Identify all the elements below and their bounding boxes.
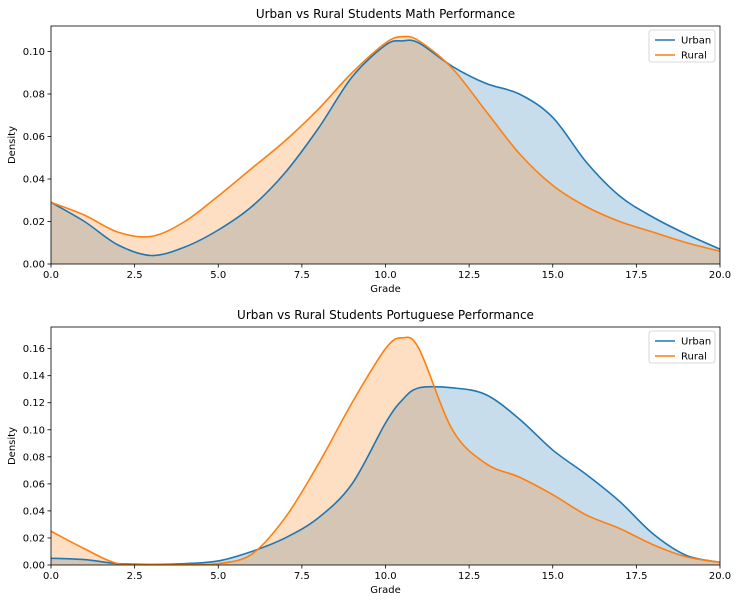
chart-panel-1: 0.0 2.5 5.0 7.5 10.0 12.5 15.0 17.5 20.0 0.00 0.02… xyxy=(7,7,731,295)
y-tick-label: 0.12 xyxy=(23,398,45,409)
x-tick-label: 15.0 xyxy=(542,571,564,582)
x-tick-label: 12.5 xyxy=(458,270,480,281)
y-tick-label: 0.04 xyxy=(23,175,45,186)
density-fill-urban xyxy=(51,386,720,565)
legend-label-rural: Rural xyxy=(681,352,707,363)
legend-label-urban: Urban xyxy=(681,337,711,348)
y-tick-label: 0.06 xyxy=(23,479,45,490)
plot-area xyxy=(51,336,720,565)
density-line-rural xyxy=(51,336,720,565)
y-tick-label: 0.08 xyxy=(23,90,45,101)
x-tick-label: 20.0 xyxy=(709,270,731,281)
density-line-rural xyxy=(51,35,720,253)
chart-title: Urban vs Rural Students Math Performance xyxy=(256,7,515,21)
y-tick-label: 0.00 xyxy=(23,260,45,271)
chart-title: Urban vs Rural Students Portuguese Perfo… xyxy=(237,308,534,322)
density-line-urban xyxy=(51,39,720,257)
y-tick-label: 0.10 xyxy=(23,47,45,58)
x-tick-label: 5.0 xyxy=(210,571,226,582)
y-tick-label: 0.14 xyxy=(23,371,45,382)
legend: Urban Rural xyxy=(648,330,716,364)
density-fill-urban xyxy=(51,40,720,264)
y-tick-label: 0.10 xyxy=(23,425,45,436)
x-tick-label: 7.5 xyxy=(294,270,310,281)
legend-label-urban: Urban xyxy=(681,36,711,47)
x-tick-label: 10.0 xyxy=(374,571,396,582)
x-tick-label: 15.0 xyxy=(542,270,564,281)
y-tick-label: 0.02 xyxy=(23,533,45,544)
legend-box xyxy=(648,330,716,364)
x-tick-label: 0.0 xyxy=(43,270,59,281)
legend-box xyxy=(648,29,716,63)
y-axis-label: Density xyxy=(7,427,18,465)
x-axis-label: Grade xyxy=(370,585,401,596)
x-tick-label: 2.5 xyxy=(127,270,143,281)
x-tick-label: 17.5 xyxy=(625,571,647,582)
y-axis-label: Density xyxy=(7,126,18,164)
y-tick-label: 0.02 xyxy=(23,217,45,228)
x-tick-label: 2.5 xyxy=(127,571,143,582)
x-tick-label: 0.0 xyxy=(43,571,59,582)
y-tick-label: 0.00 xyxy=(23,561,45,572)
plot-area xyxy=(51,35,720,264)
y-tick-label: 0.06 xyxy=(23,132,45,143)
x-axis-label: Grade xyxy=(370,284,401,295)
y-tick-label: 0.16 xyxy=(23,344,45,355)
legend: Urban Rural xyxy=(648,29,716,63)
density-fill-rural xyxy=(51,337,720,565)
x-tick-label: 17.5 xyxy=(625,270,647,281)
x-tick-label: 20.0 xyxy=(709,571,731,582)
x-tick-label: 10.0 xyxy=(374,270,396,281)
x-tick-label: 7.5 xyxy=(294,571,310,582)
x-tick-label: 5.0 xyxy=(210,270,226,281)
legend-label-rural: Rural xyxy=(681,51,707,62)
chart-panel-2: 0.0 2.5 5.0 7.5 10.0 12.5 15.0 17.5 20.0 0.00 0.02… xyxy=(7,308,731,596)
x-tick-label: 12.5 xyxy=(458,571,480,582)
y-tick-label: 0.04 xyxy=(23,506,45,517)
density-fill-rural xyxy=(51,36,720,264)
y-tick-label: 0.08 xyxy=(23,452,45,463)
